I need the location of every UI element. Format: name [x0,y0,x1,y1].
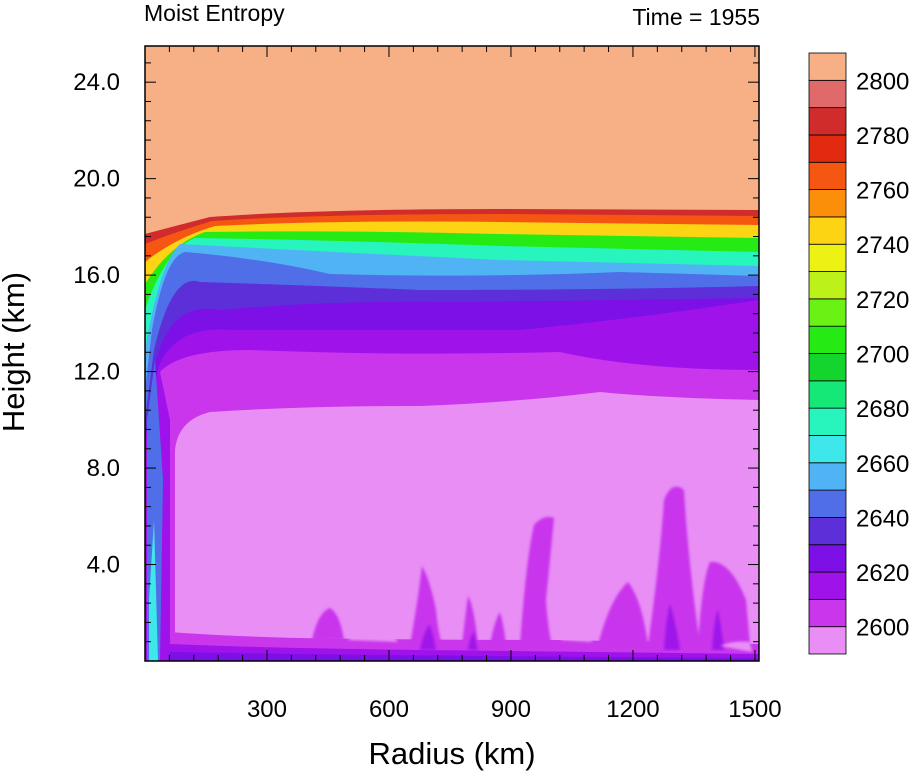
colorbar-label: 2780 [856,123,909,150]
y-tick-label: 4.0 [87,552,120,579]
y-tick-label: 12.0 [73,359,120,386]
colorbar-swatch [808,544,847,573]
colorbar-label: 2720 [856,287,909,314]
colorbar-label: 2600 [856,615,909,642]
y-tick-label: 24.0 [73,69,120,96]
colorbar-swatch [808,298,847,327]
colorbar-label: 2660 [856,451,909,478]
colorbar: 2600 2620 2640 2660 2680 2700 2720 2740 2760 2780… [808,52,909,655]
x-tick-label: 900 [491,696,531,723]
x-tick-label: 1200 [606,696,659,723]
colorbar-swatch [808,626,847,655]
colorbar-swatch [808,243,847,272]
x-tick-label: 1500 [728,696,781,723]
colorbar-swatch [808,134,847,163]
y-tick-label: 16.0 [73,262,120,289]
colorbar-label: 2740 [856,232,909,259]
colorbar-swatch [808,52,847,81]
colorbar-label: 2700 [856,342,909,369]
x-axis: 300 600 900 1200 1500 [168,46,782,723]
x-axis-label: Radius (km) [368,736,535,771]
colorbar-swatch [808,598,847,628]
y-tick-label: 8.0 [87,455,120,482]
colorbar-label: 2680 [856,396,909,423]
y-tick-label: 20.0 [73,166,120,193]
convective-plumes [312,486,750,645]
colorbar-swatch [808,189,847,218]
colorbar-swatch [808,489,847,518]
contour-field [145,46,759,661]
chart-title: Moist Entropy [144,0,285,26]
bl-pockets [348,627,752,652]
band-pink [175,392,759,661]
colorbar-swatch [808,517,847,546]
plume-cores [420,604,724,650]
bl-violet [170,652,759,661]
colorbar-label: 2760 [856,178,909,205]
colorbar-swatch [808,407,847,436]
colorbar-swatch [808,353,847,382]
colorbar-swatch [808,216,847,245]
colorbar-swatch [808,435,847,464]
x-tick-label: 300 [247,696,287,723]
colorbar-swatch [808,107,847,136]
colorbar-swatch [808,271,847,300]
colorbar-label: 2640 [856,505,909,532]
colorbar-swatch [808,79,847,109]
colorbar-swatch [808,325,847,354]
colorbar-label: 2620 [856,560,909,587]
colorbar-swatch [808,462,847,491]
eye-center [149,520,158,661]
chart-time-label: Time = 1955 [632,4,760,30]
plot-frame [144,45,760,662]
y-axis-label: Height (km) [0,272,31,432]
y-axis: 4.0 8.0 12.0 16.0 20.0 24.0 [73,62,759,643]
colorbar-swatch [808,571,847,600]
colorbar-label: 2800 [856,68,909,95]
x-tick-label: 600 [369,696,409,723]
colorbar-swatch [808,161,847,190]
colorbar-swatch [808,380,847,409]
